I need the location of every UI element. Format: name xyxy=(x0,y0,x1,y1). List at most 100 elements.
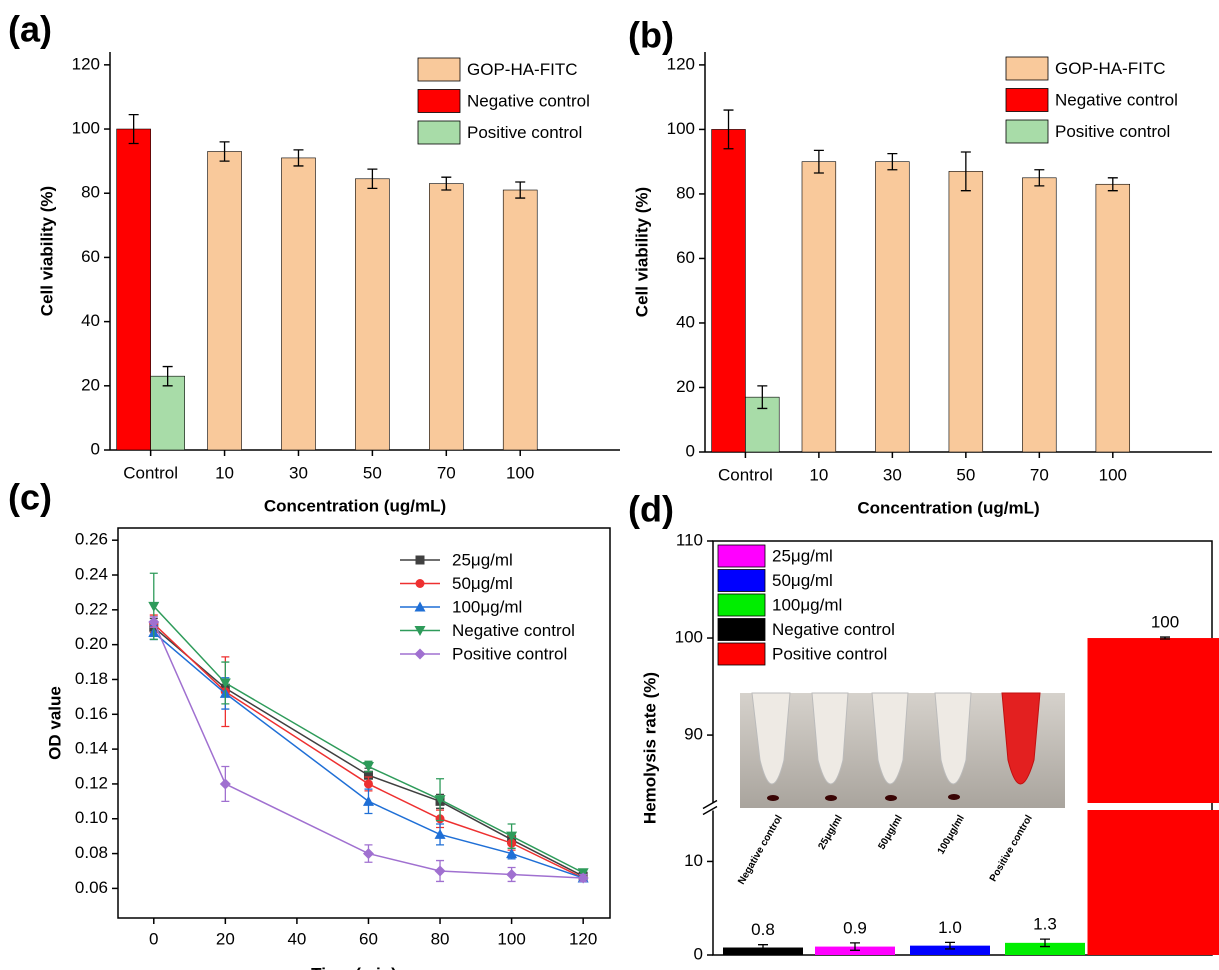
error-bar xyxy=(441,176,452,191)
x-tick-label: 50 xyxy=(363,463,382,482)
panel-label: (b) xyxy=(628,15,674,56)
y-tick-label: 60 xyxy=(676,248,695,267)
legend-marker xyxy=(415,579,425,588)
bar xyxy=(355,178,390,451)
y-tick-label: 0 xyxy=(91,439,100,458)
y-tick-label: 100 xyxy=(72,119,100,138)
inset-label: 25μg/ml xyxy=(816,813,845,851)
error-bar xyxy=(128,113,139,145)
marker xyxy=(148,601,160,612)
bar xyxy=(116,128,151,451)
marker xyxy=(434,795,446,806)
marker xyxy=(506,831,518,842)
y-tick-label: 100 xyxy=(667,119,695,138)
x-tick-label: Control xyxy=(123,463,178,482)
x-tick-label: 50 xyxy=(956,465,975,484)
marker xyxy=(363,779,373,789)
marker xyxy=(219,678,231,689)
marker xyxy=(362,848,374,860)
legend-label: 50μg/ml xyxy=(452,574,513,593)
error-bar xyxy=(219,141,230,162)
y-tick-label: 0.06 xyxy=(75,878,108,897)
bar xyxy=(745,396,780,453)
y-tick-label: 0.22 xyxy=(75,599,108,618)
y-tick-label: 0.20 xyxy=(75,634,108,653)
marker xyxy=(362,762,374,773)
marker xyxy=(506,848,518,859)
legend-swatch xyxy=(1005,88,1049,112)
legend-swatch xyxy=(417,120,461,145)
legend-marker xyxy=(414,626,426,636)
error-bar xyxy=(1107,177,1118,192)
series-line xyxy=(153,623,584,879)
series-line xyxy=(153,631,584,879)
marker xyxy=(434,865,446,877)
error-bar xyxy=(515,181,526,199)
legend-swatch xyxy=(717,593,766,617)
value-label: 1.0 xyxy=(938,918,962,937)
error-bar xyxy=(813,149,824,174)
error-bar xyxy=(960,151,971,192)
x-axis-title: Concentration (ug/mL) xyxy=(264,496,446,515)
panel-label: (d) xyxy=(628,489,674,530)
legend-label: 100μg/ml xyxy=(452,597,522,616)
legend-label: Negative control xyxy=(1055,90,1178,109)
y-tick-label: 100 xyxy=(675,628,703,647)
x-tick-label: 100 xyxy=(1099,465,1127,484)
legend-label: Positive control xyxy=(1055,122,1170,141)
y-tick-label: 0.24 xyxy=(75,564,108,583)
error-bar xyxy=(850,942,860,951)
marker xyxy=(219,778,231,790)
error-bar xyxy=(945,941,955,950)
inset-label: 50μg/ml xyxy=(876,813,905,851)
y-axis-title: OD value xyxy=(45,686,64,760)
y-axis-title: Hemolysis rate (%) xyxy=(640,672,659,824)
error-bar xyxy=(1040,938,1050,948)
marker xyxy=(506,868,518,880)
x-tick-label: 60 xyxy=(359,929,378,948)
x-tick-label: 30 xyxy=(883,465,902,484)
y-tick-label: 20 xyxy=(81,375,100,394)
y-tick-label: 0.18 xyxy=(75,669,108,688)
y-tick-label: 120 xyxy=(667,54,695,73)
legend-marker xyxy=(415,555,425,565)
bar xyxy=(281,157,316,451)
bar xyxy=(1095,183,1131,453)
legend-label: 25μg/ml xyxy=(772,546,833,565)
y-tick-label: 90 xyxy=(684,725,703,744)
legend-swatch xyxy=(1005,119,1049,144)
legend-label: Positive control xyxy=(452,644,567,663)
inset-label: Negative control xyxy=(736,813,785,887)
error-bar xyxy=(367,168,378,190)
series-line xyxy=(153,626,584,877)
y-tick-label: 0.08 xyxy=(75,843,108,862)
panel-label: (c) xyxy=(8,477,52,518)
legend-marker xyxy=(414,648,426,660)
marker xyxy=(434,828,446,839)
value-label: 100 xyxy=(1151,613,1179,632)
x-tick-label: 10 xyxy=(215,463,234,482)
inset-label: Positive control xyxy=(988,813,1035,884)
x-tick-label: 70 xyxy=(437,463,456,482)
plot-frame xyxy=(117,527,611,919)
bar xyxy=(801,161,837,453)
bar xyxy=(723,947,803,955)
bar xyxy=(910,945,990,955)
legend-label: Positive control xyxy=(467,123,582,142)
marker xyxy=(148,616,160,628)
y-tick-label: 0 xyxy=(686,441,695,460)
error-bar xyxy=(1160,636,1170,640)
y-tick-label: 80 xyxy=(81,183,100,202)
legend-label: Negative control xyxy=(772,620,895,639)
legend-swatch xyxy=(717,642,766,666)
y-tick-label: 0.10 xyxy=(75,808,108,827)
legend-label: Positive control xyxy=(772,644,887,663)
x-tick-label: 20 xyxy=(216,929,235,948)
legend-label: Negative control xyxy=(452,621,575,640)
bar xyxy=(429,183,464,451)
x-tick-label: 120 xyxy=(569,929,597,948)
y-tick-label: 60 xyxy=(81,247,100,266)
legend-swatch xyxy=(717,618,766,641)
error-bar xyxy=(758,944,768,951)
